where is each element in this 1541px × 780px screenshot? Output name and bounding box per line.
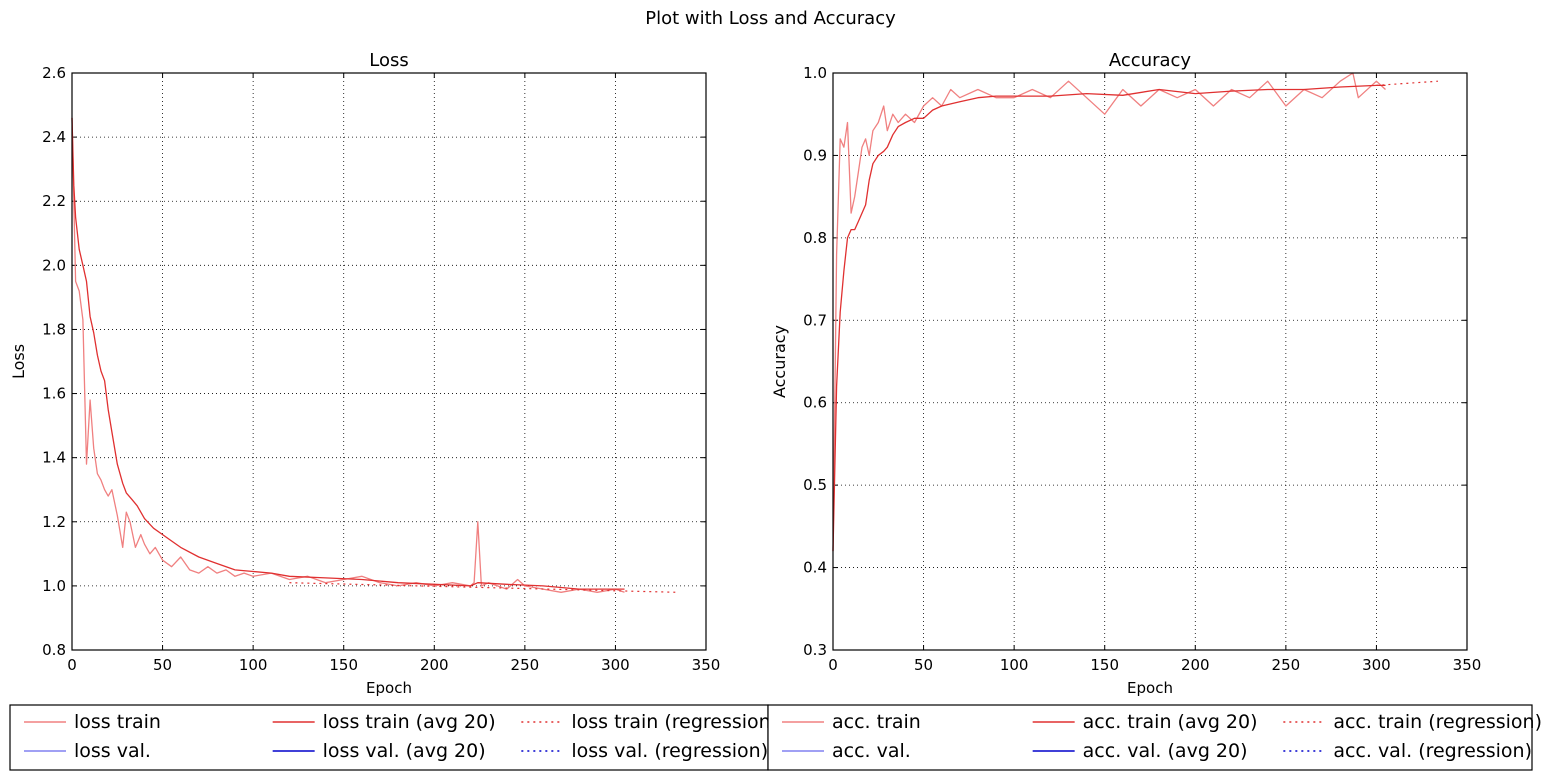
accuracy-legend-label: acc. train (regression) bbox=[1333, 711, 1541, 733]
accuracy-chart: 0 50 100 150 200 250 300 350 0.3 0.4 0.5 0.6 0.7 0.8 0… bbox=[767, 50, 1541, 771]
accuracy-y-axis-label: Accuracy bbox=[770, 325, 789, 398]
loss-x-tick-label: 0 bbox=[67, 656, 77, 674]
loss-y-tick-label: 1.6 bbox=[42, 385, 66, 403]
accuracy-y-tick-label: 0.9 bbox=[803, 146, 827, 164]
accuracy-y-tick-label: 0.4 bbox=[803, 559, 827, 577]
loss-legend-label: loss train (regression) bbox=[571, 711, 778, 733]
loss-x-tick-label: 350 bbox=[692, 656, 721, 674]
loss-x-tick-label: 200 bbox=[420, 656, 449, 674]
loss-title: Loss bbox=[369, 50, 408, 71]
loss-series-loss-train-avg-20 bbox=[71, 117, 625, 590]
loss-y-tick-label: 2.6 bbox=[42, 64, 66, 82]
loss-x-tick-label: 50 bbox=[153, 656, 172, 674]
accuracy-x-tick-label: 200 bbox=[1181, 656, 1210, 674]
figure-title: Plot with Loss and Accuracy bbox=[645, 8, 896, 29]
accuracy-y-tick-label: 0.5 bbox=[803, 476, 827, 494]
loss-y-tick-label: 1.0 bbox=[42, 577, 66, 595]
loss-legend: loss train loss train (avg 20) loss train … bbox=[9, 704, 778, 771]
accuracy-y-tick-label: 0.6 bbox=[803, 394, 827, 412]
accuracy-y-tick-label: 0.8 bbox=[803, 229, 827, 247]
accuracy-title: Accuracy bbox=[1109, 50, 1192, 71]
loss-y-tick-label: 2.2 bbox=[42, 192, 66, 210]
loss-legend-label: loss train (avg 20) bbox=[323, 711, 496, 733]
loss-series-loss-train bbox=[71, 117, 625, 593]
loss-y-axis-label: Loss bbox=[9, 344, 28, 379]
accuracy-legend-label: acc. train (avg 20) bbox=[1083, 711, 1258, 733]
accuracy-legend-box bbox=[767, 704, 1533, 771]
loss-legend-box bbox=[9, 704, 769, 771]
loss-legend-label: loss val. (regression) bbox=[571, 740, 768, 762]
loss-legend-label: loss val. (avg 20) bbox=[323, 740, 486, 762]
loss-y-tick-label: 1.8 bbox=[42, 320, 66, 338]
accuracy-x-tick-label: 300 bbox=[1362, 656, 1391, 674]
loss-y-tick-label: 0.8 bbox=[42, 641, 66, 659]
loss-x-axis-label: Epoch bbox=[366, 679, 412, 697]
accuracy-legend-label: acc. val. (avg 20) bbox=[1083, 740, 1248, 762]
loss-y-tick-label: 1.4 bbox=[42, 449, 66, 467]
accuracy-axes-frame bbox=[832, 72, 1468, 651]
accuracy-x-tick-label: 100 bbox=[1000, 656, 1029, 674]
loss-axes-frame bbox=[71, 72, 707, 651]
accuracy-x-axis-label: Epoch bbox=[1127, 679, 1173, 697]
loss-y-tick-label: 2.4 bbox=[42, 128, 66, 146]
loss-x-tick-label: 300 bbox=[601, 656, 630, 674]
accuracy-y-tick-label: 1.0 bbox=[803, 64, 827, 82]
loss-x-tick-label: 150 bbox=[329, 656, 358, 674]
accuracy-x-tick-label: 250 bbox=[1272, 656, 1301, 674]
loss-x-tick-label: 250 bbox=[511, 656, 540, 674]
loss-x-tick-label: 100 bbox=[239, 656, 268, 674]
accuracy-legend-label: acc. val. (regression) bbox=[1333, 740, 1532, 762]
accuracy-legend: acc. train acc. train (avg 20) acc. train … bbox=[767, 704, 1541, 771]
accuracy-series-acc-train-regression bbox=[1376, 80, 1439, 86]
accuracy-y-tick-label: 0.7 bbox=[803, 311, 827, 329]
accuracy-legend-label: acc. train bbox=[832, 711, 921, 733]
accuracy-x-tick-label: 50 bbox=[914, 656, 933, 674]
accuracy-y-tick-label: 0.3 bbox=[803, 641, 827, 659]
loss-legend-label: loss train bbox=[74, 711, 161, 733]
accuracy-x-tick-label: 0 bbox=[828, 656, 838, 674]
loss-y-tick-label: 2.0 bbox=[42, 256, 66, 274]
accuracy-legend-label: acc. val. bbox=[832, 740, 911, 762]
loss-legend-label: loss val. bbox=[74, 740, 151, 762]
accuracy-series-acc-train bbox=[832, 72, 1386, 552]
loss-y-tick-label: 1.2 bbox=[42, 513, 66, 531]
accuracy-series-acc-train-avg-20 bbox=[832, 84, 1386, 552]
accuracy-x-tick-label: 350 bbox=[1453, 656, 1482, 674]
loss-chart: 0 50 100 150 200 250 300 350 0.8 1.0 1.2 1.4 1.6 1.8 2… bbox=[9, 50, 778, 771]
loss-series-loss-train-regression bbox=[289, 582, 678, 593]
accuracy-x-tick-label: 150 bbox=[1090, 656, 1119, 674]
